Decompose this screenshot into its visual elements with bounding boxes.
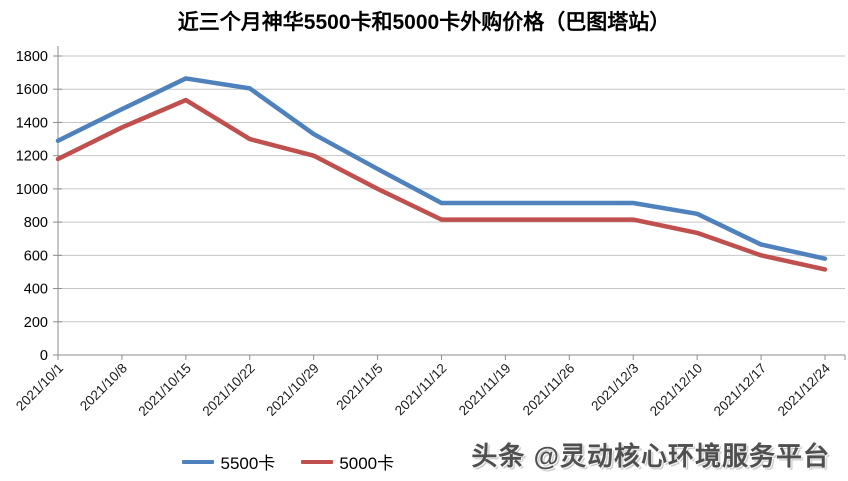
legend-label-5000: 5000卡 — [339, 454, 395, 473]
x-axis-tick-label: 2021/10/1 — [13, 361, 66, 414]
x-axis-tick-label: 2021/10/8 — [77, 361, 130, 414]
series-line-5500卡 — [55, 76, 828, 261]
watermark: 头条 @灵动核心环境服务平台 — [471, 441, 830, 471]
x-axis-tick-label: 2021/12/17 — [711, 361, 769, 419]
x-axis-tick-label: 2021/12/3 — [588, 361, 641, 414]
x-axis-tick-label: 2021/12/10 — [647, 361, 705, 419]
y-axis-tick-label: 1200 — [16, 149, 48, 165]
y-axis-tick-label: 400 — [24, 282, 48, 298]
legend-item-5000: 5000卡 — [301, 449, 394, 474]
legend-item-5500: 5500卡 — [182, 449, 275, 474]
y-axis-tick-label: 1600 — [16, 82, 48, 98]
chart-legend: 5500卡 5000卡 — [0, 449, 577, 474]
y-axis-tick-label: 1400 — [16, 115, 48, 131]
y-axis-tick-label: 0 — [40, 348, 48, 364]
x-axis-tick-label: 2021/10/22 — [199, 361, 257, 419]
legend-swatch-5500-icon — [182, 459, 215, 464]
y-axis-tick-label: 200 — [24, 315, 48, 331]
x-axis-tick-label: 2021/10/15 — [136, 361, 194, 419]
x-axis-tick-label: 2021/11/26 — [520, 361, 578, 419]
x-axis-tick-label: 2021/10/29 — [263, 361, 321, 419]
legend-label-5500: 5500卡 — [220, 454, 276, 473]
x-axis-tick-label: 2021/11/12 — [392, 361, 450, 419]
x-axis-tick-label: 2021/12/24 — [775, 360, 834, 419]
y-axis-tick-label: 1000 — [16, 182, 48, 198]
y-axis-tick-label: 1800 — [16, 49, 48, 65]
legend-swatch-5000-icon — [301, 459, 334, 464]
line-chart-plot: 0 200 400 600 800 1000 1200 1400 1600 1800 2021/10… — [13, 46, 846, 419]
y-axis-tick-label: 800 — [24, 215, 48, 231]
series-line-5000卡 — [55, 97, 828, 272]
x-axis-tick-label: 2021/11/5 — [333, 361, 385, 413]
chart-title: 近三个月神华5500卡和5000卡外购价格（巴图塔站） — [177, 11, 671, 34]
y-axis-tick-label: 600 — [24, 248, 48, 264]
x-axis-tick-label: 2021/11/19 — [456, 361, 514, 419]
